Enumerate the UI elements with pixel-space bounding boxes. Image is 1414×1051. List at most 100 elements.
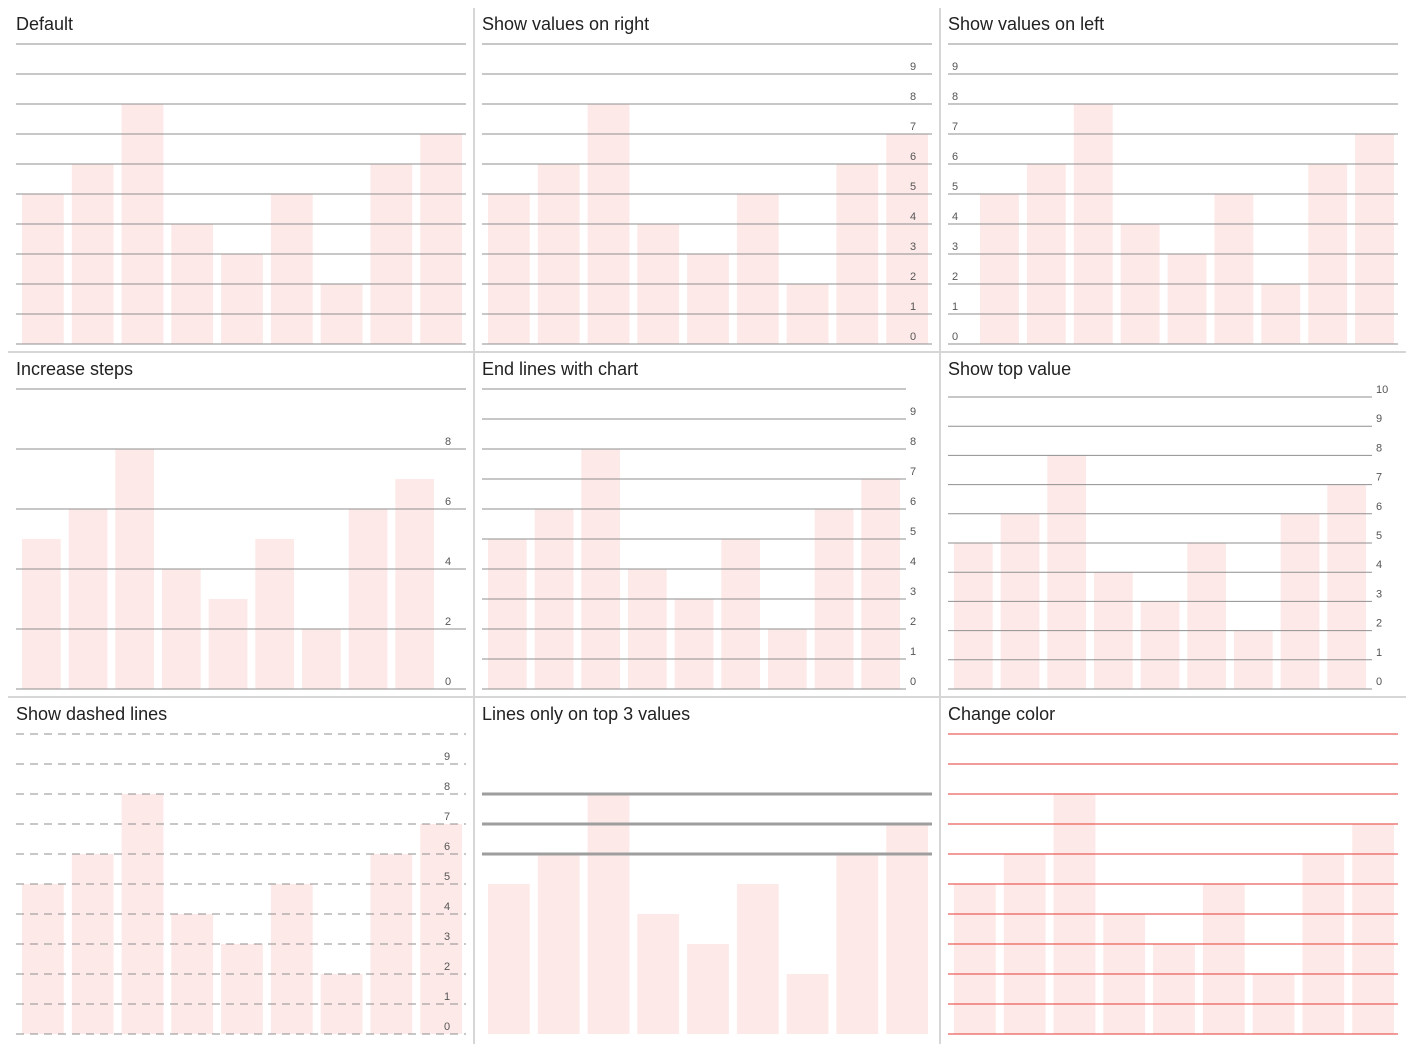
tick-label: 8 bbox=[910, 91, 916, 103]
bar bbox=[420, 824, 462, 1034]
tick-label: 1 bbox=[444, 991, 450, 1003]
bar bbox=[675, 599, 714, 689]
bar bbox=[488, 884, 530, 1034]
bar bbox=[209, 599, 248, 689]
tick-label: 0 bbox=[910, 331, 916, 343]
tick-label: 6 bbox=[444, 841, 450, 853]
bar bbox=[954, 543, 993, 689]
bar bbox=[1168, 254, 1207, 344]
tick-label: 0 bbox=[1376, 676, 1382, 688]
tick-label: 5 bbox=[910, 181, 916, 193]
bar-chart: 0 1 2 3 4 5 6 7 8 9 bbox=[0, 696, 466, 1041]
chart-panel-top-3: Lines only on top 3 values bbox=[466, 696, 932, 1041]
tick-label: 4 bbox=[952, 211, 958, 223]
bar bbox=[420, 134, 462, 344]
bar bbox=[687, 944, 729, 1034]
bar-chart: 0 1 2 3 4 5 6 7 8 9 bbox=[932, 6, 1398, 351]
chart-panel-values-right: Show values on right 0123456789 bbox=[466, 6, 932, 351]
bar bbox=[861, 479, 900, 689]
tick-label: 4 bbox=[1376, 559, 1382, 571]
bar bbox=[22, 539, 61, 689]
tick-label: 2 bbox=[952, 271, 958, 283]
bar bbox=[1352, 824, 1394, 1034]
tick-label: 8 bbox=[1376, 442, 1382, 454]
bar bbox=[787, 974, 829, 1034]
bar-chart bbox=[932, 696, 1398, 1041]
tick-label: 2 bbox=[910, 271, 916, 283]
tick-label: 5 bbox=[910, 526, 916, 538]
chart-panel-end-lines: End lines with chart 0 1 2 3 4 5 6 7 8 9 bbox=[466, 351, 932, 696]
bar bbox=[886, 134, 928, 344]
bar-chart: 0 1 2 3 4 5 6 7 8 9 10 bbox=[932, 351, 1398, 696]
bar bbox=[1141, 601, 1180, 689]
bar bbox=[737, 884, 779, 1034]
tick-label-group: 0 1 2 3 4 5 6 7 8 9 bbox=[910, 406, 916, 688]
bar bbox=[221, 944, 263, 1034]
tick-label: 7 bbox=[952, 121, 958, 133]
tick-label-group: 02468 bbox=[445, 436, 451, 688]
bar bbox=[69, 509, 108, 689]
tick-label: 9 bbox=[444, 751, 450, 763]
bar bbox=[488, 539, 527, 689]
tick-label: 8 bbox=[952, 91, 958, 103]
tick-label: 2 bbox=[1376, 618, 1382, 630]
bar bbox=[302, 629, 341, 689]
tick-label: 0 bbox=[910, 676, 916, 688]
tick-label: 5 bbox=[952, 181, 958, 193]
bar-group bbox=[488, 794, 928, 1034]
bar bbox=[588, 794, 630, 1034]
tick-label: 8 bbox=[910, 436, 916, 448]
bar-chart: 0 1 2 3 4 5 6 7 8 9 bbox=[466, 6, 932, 351]
tick-label: 10 bbox=[1376, 384, 1388, 396]
tick-label: 4 bbox=[910, 211, 916, 223]
bar bbox=[395, 479, 434, 689]
tick-label: 6 bbox=[910, 151, 916, 163]
bar bbox=[1203, 884, 1245, 1034]
bar-chart: 0 1 2 3 4 5 6 7 8 9 bbox=[466, 351, 932, 696]
tick-label-group: 0 1 2 3 4 5 6 7 8 9 bbox=[952, 61, 958, 343]
chart-panel-values-left: Show values on left 0123456789 bbox=[932, 6, 1398, 351]
tick-label: 8 bbox=[444, 781, 450, 793]
bar bbox=[1153, 944, 1195, 1034]
bar bbox=[980, 194, 1019, 344]
chart-panel-increase-steps: Increase steps 0 2 4 6 8 bbox=[0, 351, 466, 696]
tick-label: 6 bbox=[910, 496, 916, 508]
bar-chart: 0 2 4 6 8 bbox=[0, 351, 466, 696]
bar bbox=[22, 884, 64, 1034]
tick-label: 7 bbox=[444, 811, 450, 823]
tick-label: 9 bbox=[910, 61, 916, 73]
chart-panel-change-color: Change color bbox=[932, 696, 1398, 1041]
bar bbox=[721, 539, 760, 689]
bar-chart bbox=[0, 6, 466, 351]
tick-label: 1 bbox=[1376, 647, 1382, 659]
tick-label: 4 bbox=[444, 901, 450, 913]
chart-panel-top-value: Show top value 0 1 2 3 4 5 6 7 8 9 10 bbox=[932, 351, 1398, 696]
tick-label: 7 bbox=[1376, 472, 1382, 484]
tick-label: 0 bbox=[445, 676, 451, 688]
chart-panel-default: Default bbox=[0, 6, 466, 351]
bar bbox=[370, 854, 412, 1034]
tick-label: 3 bbox=[444, 931, 450, 943]
tick-label: 9 bbox=[910, 406, 916, 418]
bar bbox=[737, 194, 779, 344]
bar bbox=[1327, 485, 1366, 689]
tick-label: 1 bbox=[910, 646, 916, 658]
bar bbox=[687, 254, 729, 344]
tick-label: 6 bbox=[445, 496, 451, 508]
tick-label: 7 bbox=[910, 466, 916, 478]
tick-label: 1 bbox=[952, 301, 958, 313]
bar bbox=[1187, 543, 1226, 689]
bar bbox=[538, 854, 580, 1034]
bar bbox=[255, 539, 294, 689]
tick-label: 3 bbox=[1376, 588, 1382, 600]
bar bbox=[954, 884, 996, 1034]
tick-label: 5 bbox=[1376, 530, 1382, 542]
tick-label: 4 bbox=[910, 556, 916, 568]
tick-label: 4 bbox=[445, 556, 451, 568]
tick-label: 6 bbox=[1376, 501, 1382, 513]
bar bbox=[488, 194, 530, 344]
bar bbox=[1355, 134, 1394, 344]
bar bbox=[271, 194, 313, 344]
bar bbox=[349, 509, 388, 689]
